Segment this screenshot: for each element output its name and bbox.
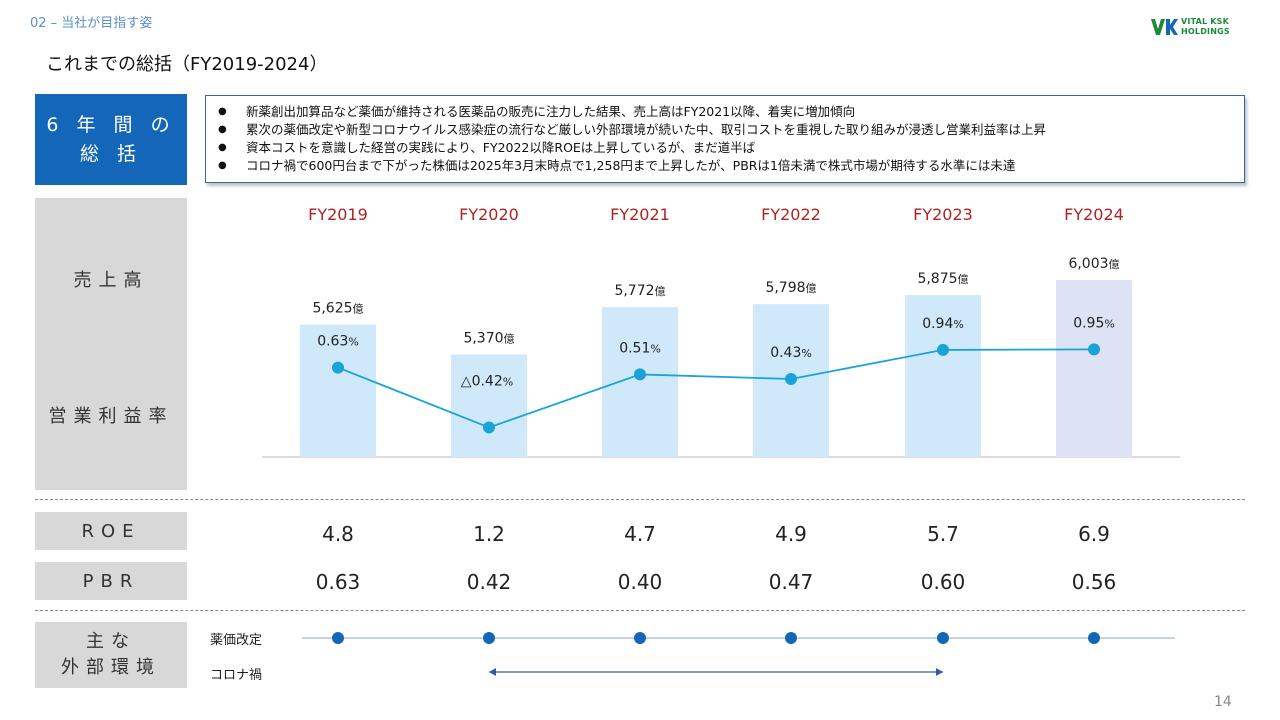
divider-top (35, 499, 1245, 500)
margin-point (785, 372, 797, 385)
summary-box: ● 新薬創出加算品など薬価が維持される医薬品の販売に注力した結果、売上高はFY20… (205, 95, 1245, 183)
roe-value: 6.9 (1078, 522, 1110, 546)
bullet-dot-icon: ● (218, 142, 227, 153)
logo-text-line2: HOLDINGS (1181, 27, 1230, 36)
sales-data-label: 5,798億 (765, 280, 816, 296)
sales-row-label: 売上高 (73, 270, 149, 291)
year-label: FY2024 (1064, 205, 1124, 224)
roe-value: 4.7 (624, 522, 656, 546)
arrow-right-icon (936, 668, 943, 676)
pbr-value: 0.63 (315, 570, 361, 594)
margin-point (483, 421, 495, 434)
roe-value: 4.9 (775, 522, 807, 546)
summary-bullet: ● コロナ禍で600円台まで下がった株価は2025年3月末時点で1,258円まで上… (218, 158, 1016, 173)
summary-bullet: ● 資本コストを意識した経営の実践により、FY2022以降ROEは上昇しているが、… (218, 140, 756, 155)
summary-label-line1: 6 年 間 の (46, 113, 176, 136)
summary-bullet: ● 新薬創出加算品など薬価が維持される医薬品の販売に注力した結果、売上高はFY20… (218, 104, 856, 119)
pbr-value: 0.40 (617, 570, 663, 594)
sales-data-label: 5,772億 (614, 283, 665, 299)
sales-bar (905, 295, 981, 457)
margin-data-label: △0.42% (461, 373, 513, 389)
bullet-dot-icon: ● (218, 160, 227, 171)
bullet-dot-icon: ● (218, 106, 227, 117)
margin-data-label: 0.43% (770, 345, 812, 361)
margin-data-label: 0.51% (619, 340, 661, 356)
pbr-row-label: PBR (35, 562, 187, 600)
covid-label: コロナ禍 (210, 668, 263, 683)
year-label: FY2023 (913, 205, 973, 224)
pbr-value: 0.56 (1071, 570, 1117, 594)
drug-price-revision-dot (1088, 632, 1100, 644)
drug-price-revision-label: 薬価改定 (210, 633, 263, 648)
sales-data-label: 5,625億 (312, 301, 363, 317)
divider-bottom (35, 610, 1245, 611)
roe-value: 1.2 (473, 522, 505, 546)
environment-label-line2: 外部環境 (61, 657, 161, 678)
year-label: FY2020 (459, 205, 519, 224)
roe-value: 5.7 (927, 522, 959, 546)
company-logo: VITAL KSK HOLDINGS (1150, 16, 1250, 40)
logo-mark-icon (1151, 19, 1178, 35)
drug-price-revision-dot (634, 632, 646, 644)
margin-point (634, 368, 646, 381)
margin-data-label: 0.95% (1073, 315, 1115, 331)
environment-label-line1: 主な (86, 631, 136, 652)
chart-row-label-box: 売上高 営業利益率 (35, 198, 187, 490)
sales-data-label: 5,370億 (463, 331, 514, 347)
pbr-value: 0.42 (466, 570, 512, 594)
year-label: FY2019 (308, 205, 368, 224)
margin-line (337, 348, 1095, 429)
environment-timeline (302, 632, 1175, 676)
margin-row-label: 営業利益率 (48, 406, 174, 427)
bullet-dot-icon: ● (218, 124, 227, 135)
sales-data-label: 6,003億 (1068, 256, 1119, 272)
year-label: FY2022 (761, 205, 821, 224)
sales-data-label: 5,875億 (917, 271, 968, 287)
sales-margin-chart: FY2019 5,625億 FY2020 5,370億 FY2021 5,772億 FY20… (262, 205, 1180, 458)
margin-data-label: 0.94% (922, 316, 964, 332)
page-number: 14 (1214, 694, 1232, 710)
roe-row-label: ROE (35, 512, 187, 550)
drug-price-revision-dot (785, 632, 797, 644)
summary-label: 6 年 間 の 総 括 (35, 94, 187, 185)
margin-point (332, 361, 344, 374)
drug-price-revision-dot (483, 632, 495, 644)
sales-bar (451, 354, 527, 457)
pbr-value: 0.47 (768, 570, 814, 594)
environment-row-label: 主な 外部環境 (35, 622, 187, 688)
summary-bullet: ● 累次の薬価改定や新型コロナウイルス感染症の流行など厳しい外部環境が続いた中、取… (218, 122, 1047, 137)
drug-price-revision-dot (937, 632, 949, 644)
section-label: 02 – 当社が目指す姿 (30, 16, 153, 31)
margin-point (937, 343, 949, 356)
summary-label-line2: 総 括 (79, 142, 143, 165)
sales-bar (602, 307, 678, 457)
logo-text-line1: VITAL KSK (1181, 17, 1230, 26)
roe-value: 4.8 (322, 522, 354, 546)
margin-data-label: 0.63% (317, 334, 359, 350)
slide-title: これまでの総括（FY2019-2024） (46, 54, 328, 75)
arrow-left-icon (489, 668, 496, 676)
drug-price-revision-dot (332, 632, 344, 644)
sales-bar (1056, 280, 1132, 457)
margin-point (1088, 343, 1100, 356)
year-label: FY2021 (610, 205, 670, 224)
sales-bar (300, 324, 376, 457)
pbr-value: 0.60 (920, 570, 966, 594)
